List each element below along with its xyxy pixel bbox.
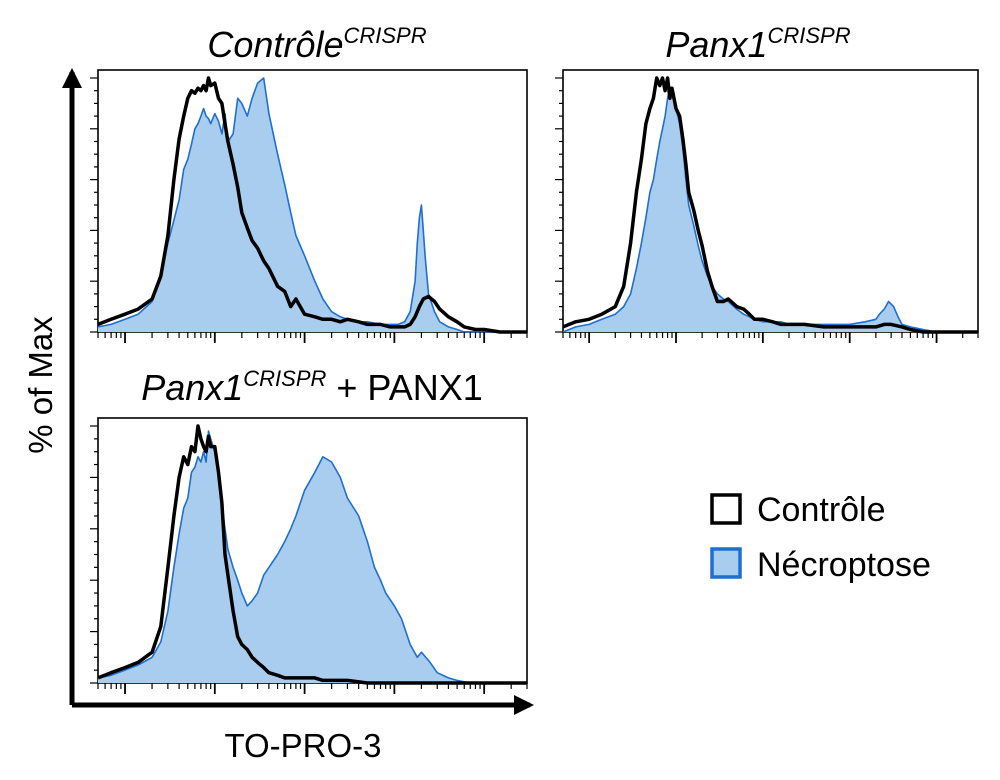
histogram-panel-2	[555, 69, 979, 343]
panel-title-3: Panx1CRISPR + PANX1	[141, 366, 483, 408]
series-line-necroptose	[97, 430, 527, 684]
x-axis-label: TO-PRO-3	[224, 727, 381, 764]
series-line-controle	[562, 76, 978, 334]
panel-title-1: ContrôleCRISPR	[207, 23, 426, 65]
legend-swatch-necroptose	[710, 547, 742, 579]
histogram-panel-3	[90, 417, 528, 694]
series-area-necroptose	[98, 78, 527, 332]
panel-title-2: Panx1CRISPR	[665, 23, 850, 65]
legend: Contrôle Nécroptose	[710, 491, 931, 584]
legend-label-necroptose: Nécroptose	[757, 546, 931, 584]
histogram-panel-1	[90, 69, 528, 343]
series-area-necroptose	[98, 431, 527, 683]
series-line-controle	[97, 76, 527, 334]
series-area-necroptose	[563, 88, 978, 332]
y-axis-label: % of Max	[22, 316, 59, 454]
legend-swatch-controle	[710, 493, 742, 525]
series-line-necroptose	[97, 77, 527, 333]
plot-frame	[562, 69, 979, 333]
series-line-controle	[97, 424, 527, 685]
legend-label-controle: Contrôle	[757, 491, 886, 529]
